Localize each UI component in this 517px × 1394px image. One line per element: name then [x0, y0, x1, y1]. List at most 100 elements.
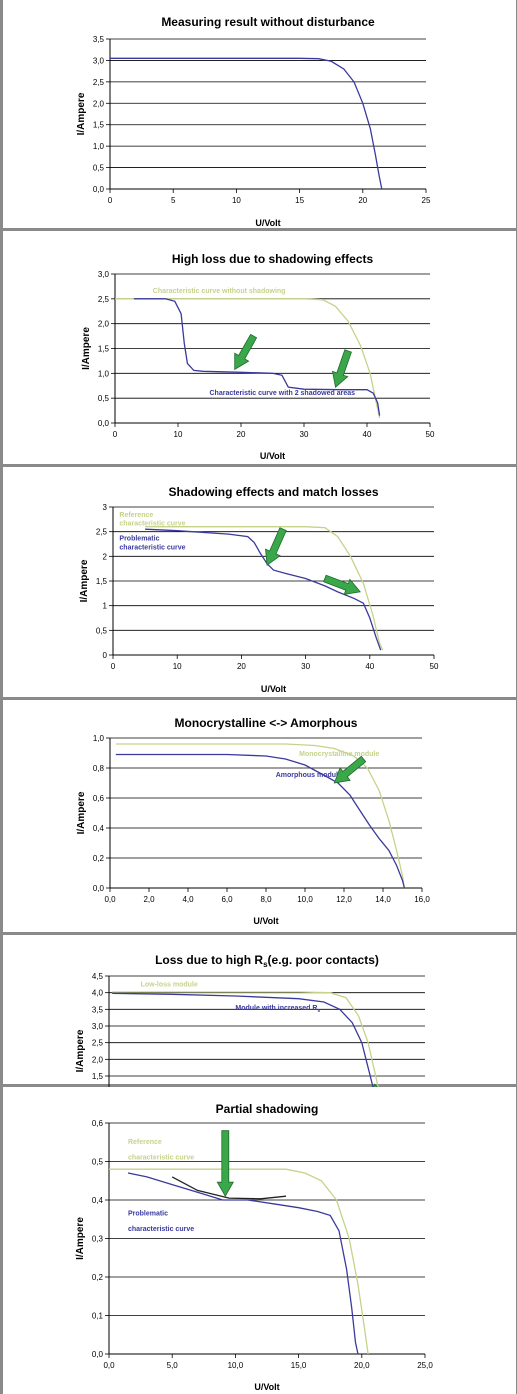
x-tick-label: 4,0	[182, 895, 194, 904]
y-tick-label: 1,5	[92, 1072, 104, 1081]
y-tick-label: 0,4	[93, 824, 105, 833]
series-line-2	[133, 298, 381, 416]
y-tick-label: 1,5	[93, 121, 105, 130]
y-tick-label: 0,5	[92, 1158, 104, 1167]
x-axis-label: U/Volt	[254, 1382, 279, 1392]
y-axis-label: I/Ampere	[76, 791, 87, 834]
y-tick-label: 0,0	[92, 1350, 104, 1359]
y-tick-label: 0,0	[93, 185, 105, 194]
y-tick-label: 4,0	[92, 989, 104, 998]
x-tick-label: 0	[113, 430, 118, 439]
series-line-3	[171, 1176, 287, 1200]
series-line-1	[115, 298, 381, 419]
x-tick-label: 10	[174, 430, 183, 439]
x-tick-label: 15	[295, 196, 304, 205]
chart-title: Shadowing effects and match losses	[168, 485, 378, 499]
y-tick-label: 1	[103, 602, 108, 611]
y-tick-label: 0,0	[98, 419, 110, 428]
annotation-label: characteristic curve	[119, 544, 185, 551]
x-tick-label: 8,0	[260, 895, 272, 904]
x-tick-label: 5,0	[167, 1361, 179, 1370]
y-tick-label: 3	[103, 503, 108, 512]
x-tick-label: 25	[422, 196, 431, 205]
series-line-1	[112, 991, 379, 1087]
x-tick-label: 50	[430, 662, 439, 671]
annotation-label: Monocrystalline module	[299, 751, 379, 758]
annotation-label: characteristic curve	[119, 521, 185, 528]
x-axis-label: U/Volt	[253, 916, 278, 926]
y-tick-label: 1,0	[93, 734, 105, 743]
y-tick-label: 2,5	[96, 528, 108, 537]
chart-panel-5: 0,00,51,01,52,02,53,03,54,04,50102030405…	[0, 935, 517, 1087]
y-tick-label: 0,5	[96, 626, 108, 635]
series-line-1	[115, 743, 406, 889]
series-line-1	[109, 1168, 369, 1355]
chart-svg: 0,0 0,1 0,2 0,3 0,4 0,5 0,6 0,0 5,0 10,0 15,0 20,0 2…	[75, 1102, 433, 1392]
x-tick-label: 40	[363, 430, 372, 439]
green-arrow	[331, 349, 352, 388]
x-tick-label: 50	[426, 430, 435, 439]
y-tick-label: 2,0	[93, 99, 105, 108]
x-tick-label: 0,0	[104, 895, 116, 904]
y-tick-label: 2,0	[98, 320, 110, 329]
annotation-label: Amorphous module	[276, 772, 342, 779]
y-tick-label: 0,2	[92, 1273, 104, 1282]
annotation-label: Reference	[119, 512, 153, 519]
x-tick-label: 10,0	[297, 895, 313, 904]
y-tick-label: 0,2	[93, 854, 105, 863]
y-tick-label: 0,5	[93, 164, 105, 173]
y-axis-label: I/Ampere	[81, 327, 92, 370]
y-tick-label: 0,4	[92, 1196, 104, 1205]
y-tick-label: 0,1	[92, 1312, 104, 1321]
x-tick-label: 0,0	[103, 1361, 115, 1370]
x-tick-label: 30	[300, 430, 309, 439]
y-tick-label: 2	[103, 552, 108, 561]
series-line-2	[127, 1172, 359, 1355]
chart-svg: 0,0 0,5 1,0 1,5 2,0 2,5 3,0 0 10 20 30 40 50 High los…	[81, 252, 435, 461]
chart-title: Partial shadowing	[216, 1102, 319, 1116]
annotation-label: characteristic curve	[128, 1226, 194, 1233]
x-tick-label: 20	[237, 430, 246, 439]
green-arrow	[234, 333, 258, 371]
y-tick-label: 1,5	[96, 577, 108, 586]
x-tick-label: 15,0	[291, 1361, 307, 1370]
x-axis-label: U/Volt	[260, 451, 285, 461]
chart-panel-2: 0,0 0,5 1,0 1,5 2,0 2,5 3,0 0 10 20 30 40 50 High los…	[0, 231, 517, 467]
x-tick-label: 6,0	[221, 895, 233, 904]
chart-title: Measuring result without disturbance	[161, 15, 375, 29]
x-tick-label: 20	[358, 196, 367, 205]
y-tick-label: 0	[103, 651, 108, 660]
y-tick-label: 3,5	[92, 1005, 104, 1014]
y-tick-label: 0,8	[93, 764, 105, 773]
y-tick-label: 3,5	[93, 35, 105, 44]
series-line-2	[115, 753, 406, 889]
green-arrow	[333, 755, 367, 784]
y-tick-label: 0,6	[93, 794, 105, 803]
x-tick-label: 10	[173, 662, 182, 671]
x-tick-label: 12,0	[336, 895, 352, 904]
x-axis-label: U/Volt	[261, 684, 286, 694]
annotation-label: Low-loss module	[141, 982, 198, 989]
y-axis-label: I/Ampere	[76, 92, 87, 135]
y-tick-label: 2,5	[92, 1039, 104, 1048]
green-arrow	[265, 527, 287, 566]
series-line-2	[145, 528, 382, 651]
annotation-label: Problematic	[119, 536, 159, 543]
chart-panel-1: 0,0 0,5 1,0 1,5 2,0 2,5 3,0 3,5 0 5 10 15 20 25 Measur…	[0, 0, 517, 231]
chart-title: Loss due to high Rs(e.g. poor contacts)	[155, 953, 379, 969]
x-tick-label: 0	[108, 196, 113, 205]
y-axis-label: I/Ampere	[75, 1029, 86, 1072]
y-tick-label: 0,0	[93, 884, 105, 893]
chart-title: Monocrystalline <-> Amorphous	[175, 716, 358, 730]
y-tick-label: 0,5	[98, 394, 110, 403]
chart-panel-3: 0 0,5 1 1,5 2 2,5 3 0 10 20 30 40 50 Shadowing effect…	[0, 467, 517, 700]
x-axis-label: U/Volt	[255, 218, 280, 228]
x-tick-label: 20	[237, 662, 246, 671]
y-tick-label: 1,0	[93, 142, 105, 151]
chart-title: High loss due to shadowing effects	[172, 252, 374, 266]
y-tick-label: 0,6	[92, 1119, 104, 1128]
green-arrow	[216, 1130, 234, 1198]
y-tick-label: 3,0	[98, 270, 110, 279]
